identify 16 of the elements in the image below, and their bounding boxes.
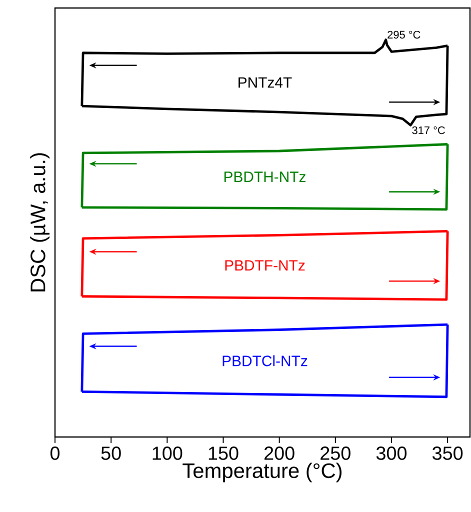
x-tick-label: 200 [264,446,294,460]
x-tick-label: 150 [208,446,238,460]
series-label: PNTz4T [238,77,292,88]
series-label: PBDTCl-NTz [222,355,308,366]
x-tick-label: 350 [432,446,463,460]
y-axis-title: DSC (µW, a.u.) [30,153,50,292]
x-tick-label: 250 [320,446,350,460]
annotation: 295 °C [388,30,420,39]
annotation: 317 °C [412,126,445,134]
series-label: PBDTH-NTz [224,172,306,182]
x-tick-label: 50 [101,446,121,460]
x-axis-title: Temperature (°C) [182,462,342,482]
x-tick-label: 100 [152,446,182,460]
series-label: PBDTF-NTz [225,260,305,271]
x-tick-label: 300 [376,446,407,460]
x-tick-label: 0 [50,446,60,460]
